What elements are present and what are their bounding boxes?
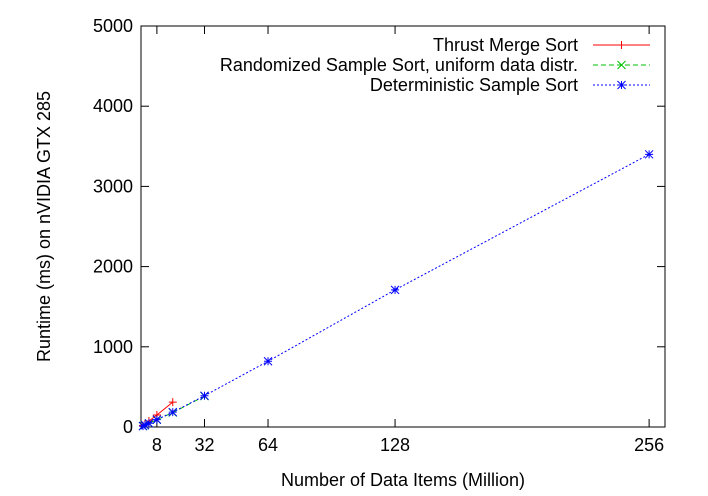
plus-marker [617, 41, 626, 49]
y-tick-label: 3000 [93, 176, 133, 196]
x-tick-label: 8 [152, 435, 162, 455]
series-3 [138, 149, 654, 431]
star-marker [144, 418, 154, 428]
star-marker [263, 356, 273, 366]
series-layer [138, 149, 654, 431]
y-tick-label: 1000 [93, 337, 133, 357]
star-marker [644, 149, 654, 159]
x-tick-label: 128 [380, 435, 410, 455]
star-marker [390, 285, 400, 295]
legend-label: Thrust Merge Sort [433, 35, 578, 55]
cross-marker [617, 60, 626, 70]
y-tick-label: 2000 [93, 257, 133, 277]
legend-item-3: Deterministic Sample Sort [370, 75, 650, 95]
y-tick-label: 4000 [93, 96, 133, 116]
x-tick-label: 64 [258, 435, 278, 455]
x-tick-label: 256 [634, 435, 664, 455]
y-axis-label: Runtime (ms) on nVIDIA GTX 285 [34, 91, 54, 362]
star-marker [617, 80, 626, 90]
star-marker [138, 421, 148, 431]
star-marker [168, 407, 178, 417]
star-marker [200, 391, 209, 401]
legend-item-2: Randomized Sample Sort, uniform data dis… [220, 55, 650, 75]
plus-marker [168, 398, 177, 407]
y-tick-label: 0 [123, 417, 133, 437]
plot-frame [140, 25, 666, 428]
legend-label: Randomized Sample Sort, uniform data dis… [220, 55, 578, 75]
star-marker [140, 420, 150, 430]
legend-label: Deterministic Sample Sort [370, 75, 578, 95]
x-tick-label: 32 [194, 435, 214, 455]
x-axis-label: Number of Data Items (Million) [281, 470, 525, 490]
star-marker [152, 415, 162, 424]
legend-item-1: Thrust Merge Sort [433, 35, 650, 55]
y-tick-label: 5000 [93, 16, 133, 36]
